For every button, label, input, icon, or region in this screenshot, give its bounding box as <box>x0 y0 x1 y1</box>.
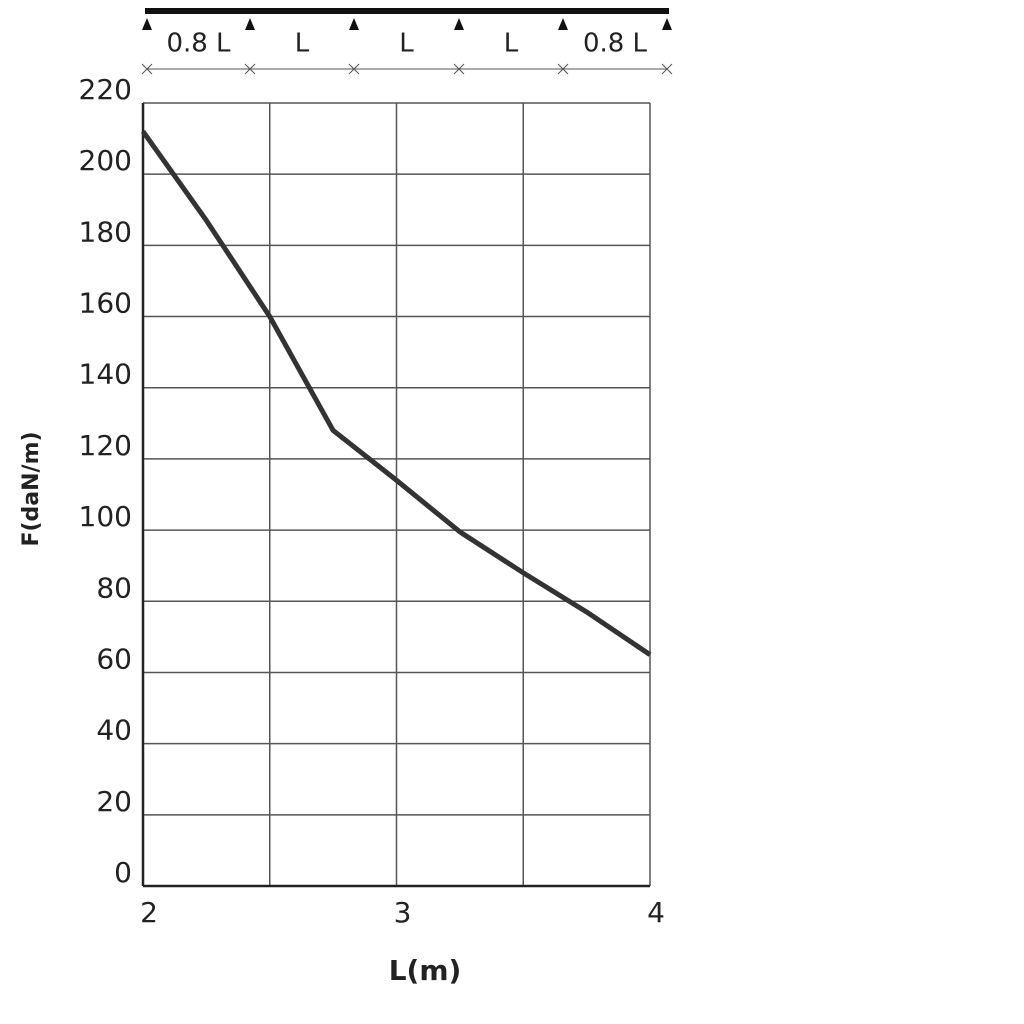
span-label: 0.8 L <box>583 29 648 59</box>
dimension-tick <box>244 63 256 75</box>
support <box>349 18 359 30</box>
support <box>245 18 255 30</box>
beam-diagram: 0.8 L L L L 0.8 L <box>141 8 673 75</box>
data-line <box>140 130 652 657</box>
y-tick-label: 60 <box>96 642 132 675</box>
y-tick-label: 80 <box>96 571 132 604</box>
dimension-tick <box>348 63 360 75</box>
dimension-tick <box>661 63 673 75</box>
support <box>454 18 464 30</box>
y-tick-label: 180 <box>79 215 132 248</box>
y-tick-label: 0 <box>114 856 132 889</box>
y-tick-label: 220 <box>79 73 132 106</box>
x-tick-label: 4 <box>647 896 665 929</box>
y-tick-label: 140 <box>79 358 132 391</box>
support <box>558 18 568 30</box>
x-axis-label: L(m) <box>389 954 462 987</box>
x-tick-label: 3 <box>394 896 412 929</box>
support <box>142 18 152 30</box>
span-label: 0.8 L <box>166 29 231 59</box>
y-tick-label: 200 <box>79 144 132 177</box>
support <box>662 18 672 30</box>
y-tick-label: 100 <box>79 500 132 533</box>
y-tick-label: 120 <box>79 429 132 462</box>
span-label: L <box>504 29 519 59</box>
x-tick-label: 2 <box>140 896 158 929</box>
span-label: L <box>399 29 414 59</box>
dimension-tick <box>141 63 153 75</box>
dimension-tick <box>453 63 465 75</box>
y-tick-label: 20 <box>96 785 132 818</box>
y-tick-label: 160 <box>79 287 132 320</box>
y-axis-label: F(daN/m) <box>19 431 44 546</box>
span-label: L <box>295 29 310 59</box>
y-tick-label: 40 <box>96 714 132 747</box>
dimension-tick <box>557 63 569 75</box>
